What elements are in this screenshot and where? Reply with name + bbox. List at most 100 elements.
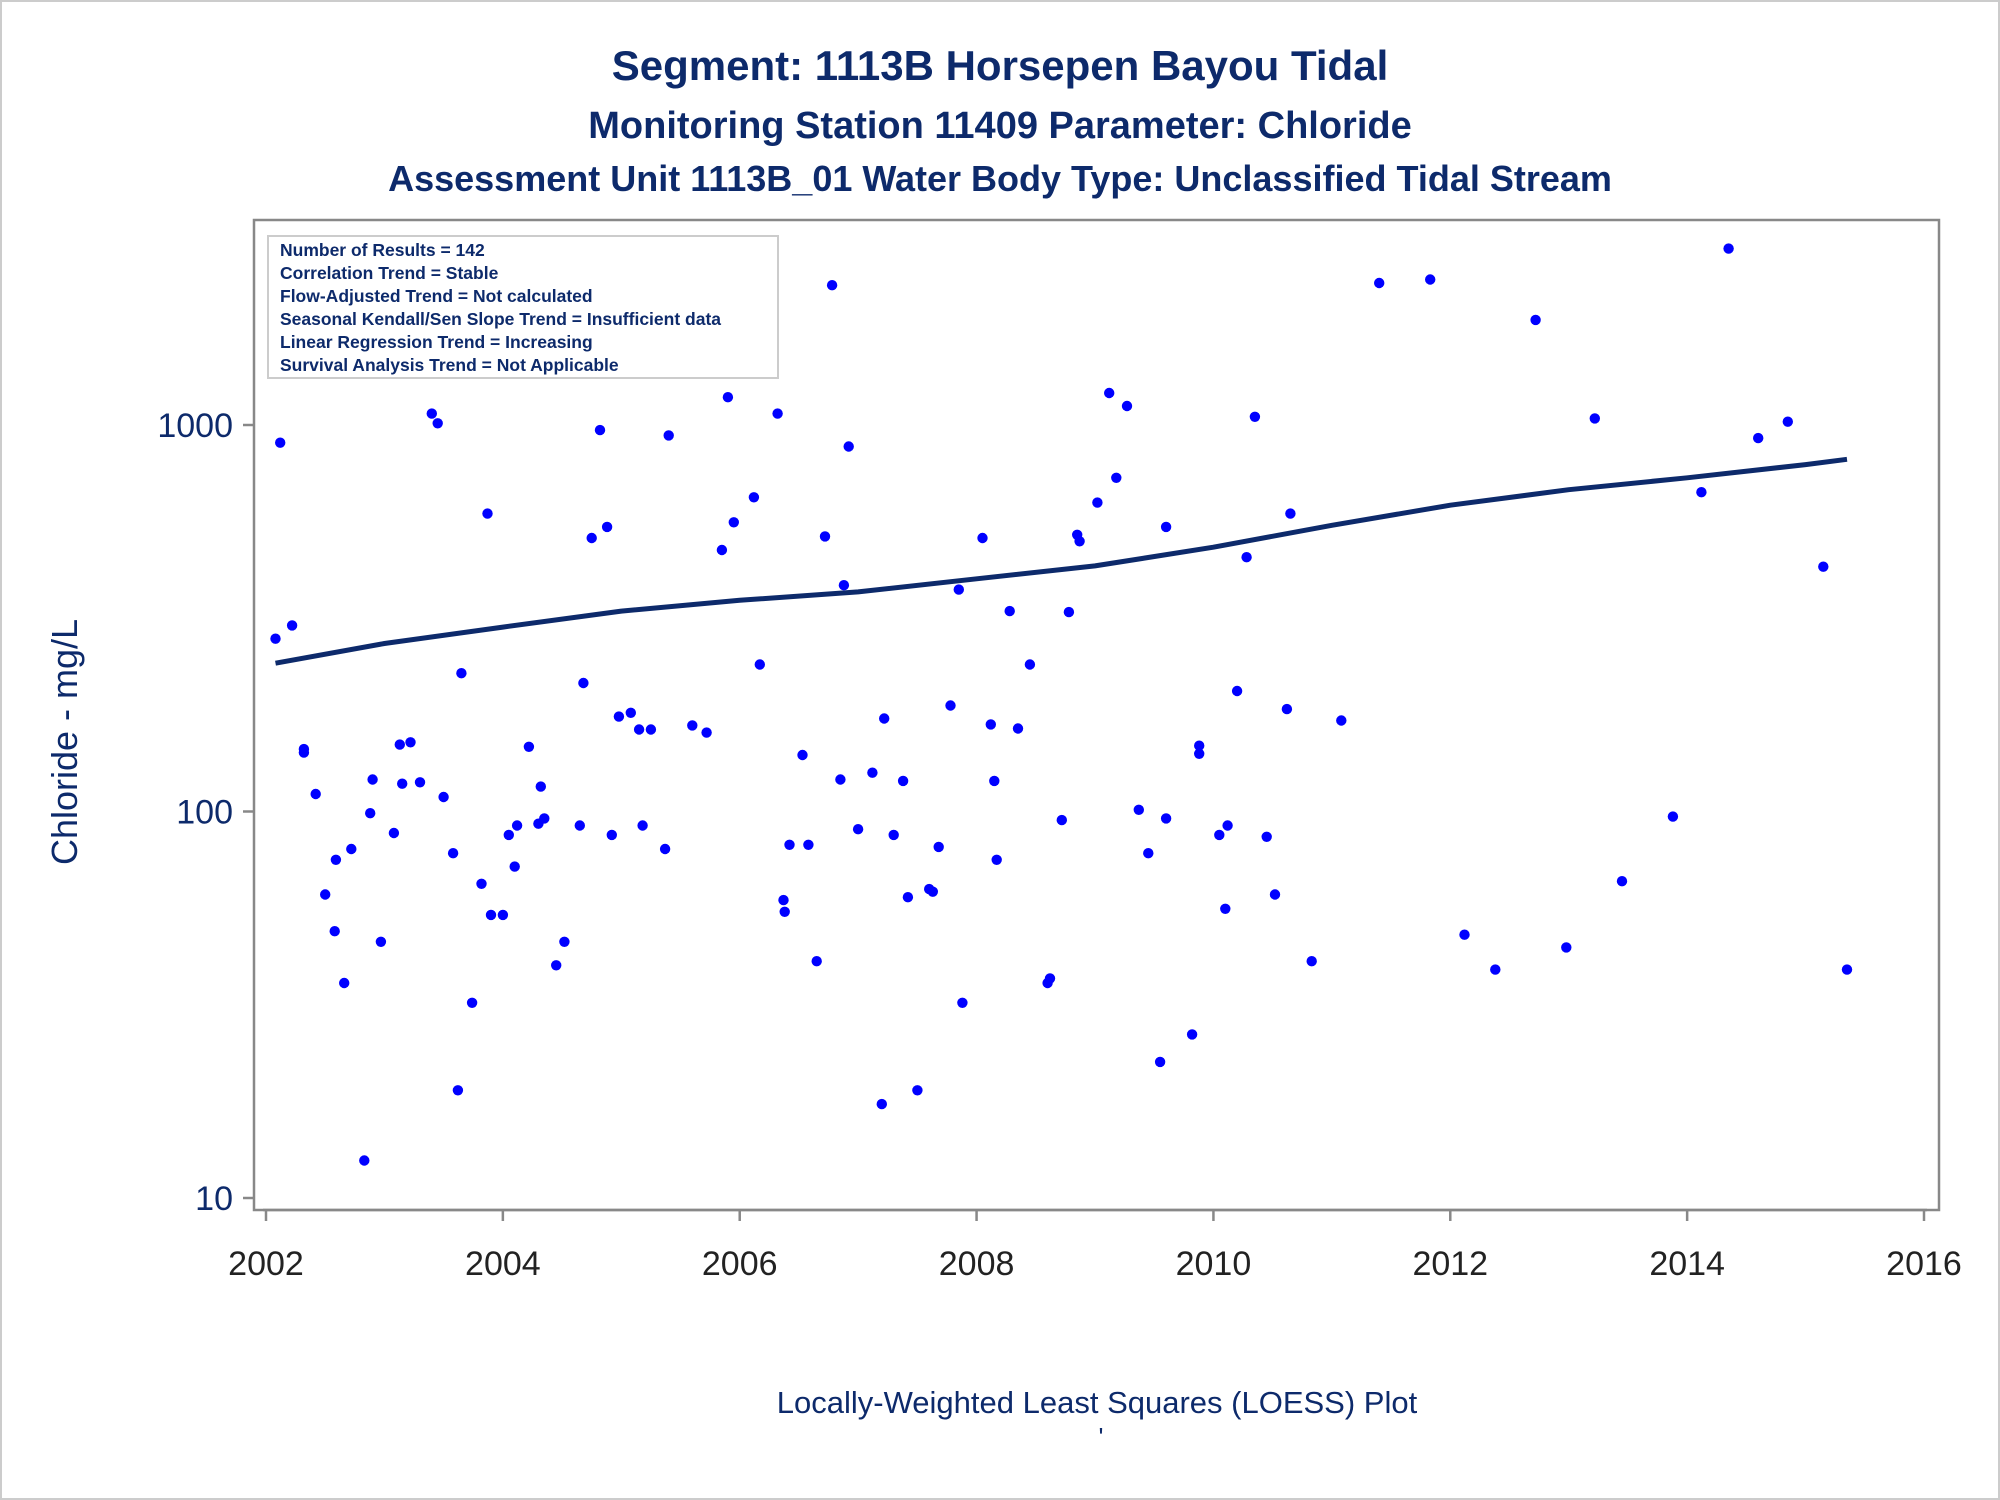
- stats-line: Linear Regression Trend = Increasing: [280, 332, 593, 352]
- data-point: [1782, 416, 1794, 427]
- data-point: [977, 532, 988, 544]
- data-point: [1616, 876, 1628, 887]
- chart-subtitle-2: Assessment Unit 1113B_01 Water Body Type…: [388, 158, 1612, 199]
- data-point: [835, 774, 846, 785]
- data-point: [375, 936, 387, 947]
- data-point: [1121, 400, 1133, 412]
- data-point: [778, 894, 789, 906]
- data-point: [482, 508, 493, 519]
- data-point: [397, 778, 408, 789]
- data-point: [365, 808, 376, 819]
- x-tick-label: 2006: [702, 1245, 778, 1283]
- data-point: [298, 747, 310, 758]
- data-point: [953, 584, 964, 595]
- data-point: [1056, 814, 1068, 826]
- data-point: [559, 936, 570, 947]
- x-tick-label: 2012: [1412, 1245, 1488, 1283]
- data-point: [438, 791, 449, 803]
- data-point: [275, 437, 286, 448]
- data-point: [578, 677, 589, 689]
- data-point: [826, 280, 838, 291]
- data-point: [819, 531, 831, 542]
- data-point: [797, 749, 808, 761]
- data-point: [1143, 848, 1154, 859]
- y-axis: 10 100 1000: [157, 407, 254, 1218]
- data-point: [1220, 903, 1231, 914]
- x-tick-label: 2014: [1649, 1245, 1725, 1283]
- y-tick-label: 1000: [157, 407, 233, 445]
- data-point: [1154, 1056, 1166, 1068]
- data-point: [1589, 413, 1601, 424]
- data-point: [645, 724, 657, 735]
- data-point: [466, 997, 478, 1008]
- data-point: [388, 827, 400, 839]
- data-point: [722, 392, 734, 403]
- data-point: [1186, 1029, 1198, 1040]
- stats-box-frame: [267, 235, 779, 379]
- data-point: [659, 843, 671, 855]
- data-point: [601, 521, 613, 533]
- data-point: [426, 408, 437, 419]
- data-point: [452, 1085, 464, 1096]
- data-point: [456, 668, 467, 679]
- data-point: [991, 854, 1002, 865]
- data-point: [1063, 606, 1075, 618]
- x-tick-label: 2004: [465, 1245, 541, 1283]
- data-point: [1231, 685, 1243, 697]
- stats-line: Correlation Trend = Stable: [280, 263, 499, 283]
- data-point: [1004, 605, 1015, 617]
- data-point: [270, 633, 281, 644]
- data-point: [843, 441, 854, 452]
- data-point: [509, 861, 520, 872]
- y-tick-label: 10: [195, 1180, 233, 1218]
- data-point: [716, 544, 728, 556]
- data-point: [933, 841, 944, 853]
- data-point: [927, 886, 938, 897]
- data-point: [1241, 552, 1252, 563]
- data-point: [779, 906, 790, 917]
- data-point: [1133, 804, 1145, 815]
- data-point: [945, 700, 956, 711]
- data-point: [286, 620, 298, 631]
- chart-subtitle: Monitoring Station 11409 Parameter: Chlo…: [588, 105, 1412, 147]
- data-point: [867, 767, 878, 778]
- data-point: [633, 724, 645, 735]
- data-point: [811, 956, 822, 967]
- data-point: [912, 1085, 923, 1096]
- data-point: [320, 889, 331, 900]
- stats-line: Survival Analysis Trend = Not Applicable: [280, 355, 619, 375]
- data-point: [1012, 723, 1024, 734]
- data-point: [330, 854, 342, 865]
- data-point: [1160, 813, 1172, 824]
- stats-line: Number of Results = 142: [280, 240, 485, 260]
- data-point: [310, 788, 321, 800]
- data-point: [897, 775, 909, 787]
- data-point: [329, 926, 340, 937]
- stats-line: Seasonal Kendall/Sen Slope Trend = Insuf…: [280, 309, 721, 329]
- data-point: [551, 960, 562, 971]
- data-point: [432, 418, 443, 429]
- data-point: [1696, 487, 1707, 498]
- data-point: [1044, 973, 1056, 984]
- x-tick-label: 2010: [1176, 1245, 1252, 1283]
- data-point: [728, 517, 739, 528]
- data-point: [784, 839, 795, 850]
- data-point: [888, 829, 899, 841]
- loess-trend-line: [275, 456, 1848, 666]
- chart-title: Segment: 1113B Horsepen Bayou Tidal: [612, 42, 1389, 89]
- data-point: [346, 843, 357, 855]
- data-point: [637, 820, 648, 831]
- data-point: [1667, 811, 1679, 822]
- data-point: [748, 492, 760, 503]
- data-point: [687, 720, 698, 731]
- data-point: [367, 774, 378, 785]
- data-point: [1074, 536, 1085, 547]
- data-point: [803, 839, 814, 850]
- data-point: [701, 727, 712, 738]
- data-point: [1249, 411, 1261, 422]
- data-point: [902, 892, 914, 903]
- data-point: [1530, 314, 1541, 326]
- data-point: [879, 713, 890, 724]
